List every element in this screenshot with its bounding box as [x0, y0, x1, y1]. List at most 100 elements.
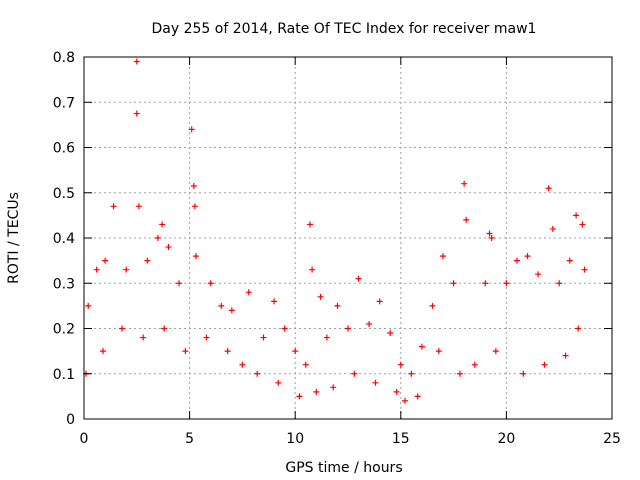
- y-tick-label: 0: [66, 412, 75, 428]
- data-point: [159, 221, 166, 228]
- data-point: [435, 348, 442, 355]
- data-point: [191, 203, 198, 210]
- data-point: [176, 280, 183, 287]
- data-point: [372, 379, 379, 386]
- plot-frame: [83, 56, 613, 420]
- data-point: [296, 393, 303, 400]
- data-point: [429, 302, 436, 309]
- x-tick-label: 10: [286, 431, 304, 447]
- grid-lines: [84, 57, 612, 419]
- y-tick-label: 0.7: [53, 95, 75, 111]
- data-point: [133, 58, 140, 65]
- data-point: [440, 253, 447, 260]
- data-point: [228, 307, 235, 314]
- data-point: [154, 235, 161, 241]
- y-tick-label: 0.4: [53, 231, 75, 247]
- data-point: [535, 271, 542, 278]
- x-tick-label: 25: [603, 431, 621, 447]
- y-tick-label: 0.3: [53, 276, 75, 292]
- data-point: [110, 203, 117, 210]
- data-point: [133, 110, 140, 117]
- x-axis-label: GPS time / hours: [285, 460, 402, 476]
- data-point: [93, 266, 100, 273]
- chart-title: Day 255 of 2014, Rate Of TEC Index for r…: [152, 21, 537, 37]
- data-point: [271, 298, 278, 305]
- data-point: [275, 379, 282, 386]
- data-point: [334, 302, 341, 309]
- data-point: [566, 257, 573, 264]
- data-point: [463, 216, 470, 223]
- data-point: [165, 244, 172, 251]
- data-point: [541, 361, 548, 368]
- data-point: [224, 348, 231, 355]
- data-point: [387, 330, 394, 337]
- data-point: [309, 266, 316, 273]
- data-point: [486, 230, 493, 237]
- data-point: [488, 235, 495, 241]
- data-point: [292, 348, 299, 355]
- data-point: [239, 361, 246, 368]
- x-tick-label: 5: [185, 431, 194, 447]
- data-point: [203, 334, 210, 341]
- y-tick-label: 0.1: [53, 367, 75, 383]
- data-point: [218, 302, 225, 309]
- data-point: [281, 325, 288, 332]
- data-point: [302, 361, 309, 368]
- data-point: [135, 203, 142, 210]
- data-point: [323, 334, 330, 341]
- data-point: [549, 225, 556, 232]
- data-point: [366, 320, 373, 327]
- data-point: [513, 257, 520, 264]
- x-tick-label: 0: [80, 431, 89, 447]
- data-point: [85, 302, 92, 309]
- data-point: [471, 361, 478, 368]
- data-point: [123, 266, 130, 273]
- x-tick-label: 20: [497, 431, 515, 447]
- data-points: [83, 58, 588, 404]
- data-point: [456, 370, 463, 377]
- data-point: [140, 334, 147, 341]
- y-tick-label: 0.5: [53, 186, 75, 202]
- data-point: [575, 325, 582, 332]
- data-point: [402, 397, 409, 404]
- data-point: [119, 325, 126, 332]
- data-point: [192, 253, 199, 260]
- data-point: [482, 280, 489, 287]
- data-point: [207, 280, 214, 287]
- data-point: [100, 348, 107, 355]
- data-point: [562, 352, 569, 359]
- data-point: [355, 275, 362, 282]
- x-tick-label: 15: [392, 431, 410, 447]
- data-point: [579, 221, 586, 228]
- data-point: [492, 348, 499, 355]
- data-point: [461, 180, 468, 187]
- data-point: [144, 257, 151, 264]
- data-point: [330, 384, 337, 391]
- data-point: [317, 293, 324, 300]
- axis-ticks: 0 0.1 0.2 0.3 0.4 0.5 0.6 0.7 0.8 0 5 10 15 20 25: [53, 50, 621, 447]
- data-point: [190, 182, 197, 189]
- data-point: [182, 348, 189, 355]
- data-point: [397, 361, 404, 368]
- data-point: [545, 185, 552, 192]
- data-point: [393, 388, 400, 395]
- data-point: [503, 280, 510, 287]
- data-point: [556, 280, 563, 287]
- y-tick-label: 0.6: [53, 141, 75, 157]
- data-point: [161, 325, 168, 332]
- data-point: [376, 298, 383, 305]
- data-point: [260, 334, 267, 341]
- data-point: [524, 253, 531, 260]
- data-point: [418, 343, 425, 350]
- data-point: [254, 370, 261, 377]
- data-point: [581, 266, 588, 273]
- y-tick-label: 0.2: [53, 322, 75, 338]
- data-point: [245, 289, 252, 296]
- data-point: [450, 280, 457, 287]
- data-point: [351, 370, 358, 377]
- data-point: [345, 325, 351, 332]
- data-point: [102, 257, 109, 264]
- data-point: [408, 370, 415, 377]
- data-point: [520, 370, 527, 377]
